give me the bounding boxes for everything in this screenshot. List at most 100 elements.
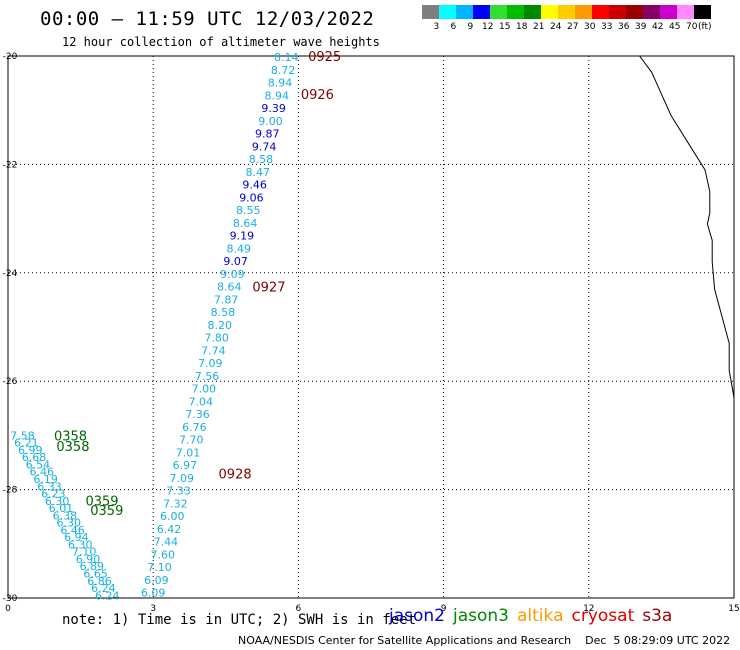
legend-jason3: jason3 [453,606,509,626]
wave-height-value: 6.46 [30,466,55,479]
wave-height-value: 6.30 [68,538,93,551]
wave-height-value: 9.39 [261,102,286,115]
wave-height-value: 8.14 [274,51,299,64]
satellite-legend: jason2 jason3 altika cryosat s3a [389,606,680,626]
pass-time-label: 0926 [301,88,334,103]
map-title: 00:00 – 11:59 UTC 12/03/2022 [40,8,375,30]
colorbar-label: 70 [686,22,698,32]
wave-height-value: 7.09 [198,357,223,370]
wave-height-value: 9.06 [239,191,264,204]
wave-height-value: 6.46 [60,524,85,537]
colorbar-label: 21 [533,22,545,32]
wave-height-value: 7.32 [163,497,188,510]
colorbar-swatch [524,5,541,19]
colorbar-swatch [490,5,507,19]
wave-height-value: 7.56 [195,370,220,383]
map-frame [7,55,735,599]
wave-height-value: 6.33 [37,480,62,493]
wave-height-value: 9.87 [255,128,280,141]
wave-height-value: 8.58 [211,306,236,319]
pass-time-label: 0359 [85,494,118,509]
y-tick-label: -30 [3,594,18,604]
y-tick-label: -20 [3,52,18,62]
colorbar-swatch [575,5,592,19]
wave-height-value: 7.33 [166,485,191,498]
colorbar-swatch [677,5,694,19]
y-tick-label: -22 [3,160,18,170]
x-tick-label: 3 [150,604,156,614]
wave-height-value: 6.76 [182,421,207,434]
wave-height-value: 7.01 [176,446,201,459]
x-tick-label: 15 [728,604,739,614]
colorbar-swatch [456,5,473,19]
wave-height-value: 8.49 [227,242,252,255]
colorbar-swatch [643,5,660,19]
colorbar-swatch [592,5,609,19]
map-subtitle: 12 hour collection of altimeter wave hei… [62,35,380,49]
colorbar-label: 3 [433,22,440,32]
colorbar-swatch [439,5,456,19]
legend-cryosat: cryosat [571,606,635,626]
wave-height-value: 9.46 [242,179,267,192]
wave-height-value: 6.89 [80,560,105,573]
wave-height-value: 6.24 [91,582,116,595]
wave-height-value: 7.04 [188,395,213,408]
colorbar-label: 30 [584,22,596,32]
wave-height-value: 6.01 [49,502,74,515]
wave-height-value: 8.47 [246,166,271,179]
wave-height-value: 8.72 [271,64,296,77]
wave-height-value: 7.74 [201,344,226,357]
legend-s3a: s3a [642,606,673,626]
wave-height-value: 6.86 [87,575,112,588]
wave-height-value: 6.21 [14,437,39,450]
colorbar-label: (ft) [698,22,712,32]
wave-height-value: 6.30 [56,517,81,530]
wave-height-value: 9.19 [230,230,255,243]
wave-height-colorbar [422,5,711,19]
wave-height-value: 6.09 [141,587,166,600]
colorbar-swatch [507,5,524,19]
colorbar-label: 9 [467,22,474,32]
wave-height-value: 6.00 [160,510,185,523]
wave-height-value: 9.00 [258,115,283,128]
colorbar-label: 42 [652,22,664,32]
pass-time-label: 0359 [90,504,123,519]
wave-height-value: 8.20 [208,319,233,332]
wave-height-value: 6.42 [157,523,182,536]
wave-height-value: 6.99 [18,444,43,457]
wave-height-value: 9.07 [223,255,248,268]
colorbar-label: 12 [482,22,494,32]
wave-height-value: 6.65 [83,567,108,580]
legend-altika: altika [517,606,564,626]
pass-time-label: 0925 [308,50,341,65]
y-tick-label: -26 [3,377,18,387]
y-tick-label: -28 [3,486,18,496]
colorbar-label: 18 [516,22,528,32]
wave-height-value: 7.80 [204,332,229,345]
wave-height-value: 8.55 [236,204,261,217]
colorbar-label: 24 [550,22,562,32]
x-tick-label: 12 [583,604,594,614]
colorbar-label: 33 [601,22,613,32]
wave-height-value: 6.54 [26,458,51,471]
footer-note: note: 1) Time is in UTC; 2) SWH is in fe… [62,612,417,628]
colorbar-swatch [660,5,677,19]
colorbar-label: 27 [567,22,579,32]
colorbar-swatch [422,5,439,19]
wave-height-value: 7.09 [169,472,194,485]
wave-height-value: 6.23 [41,488,66,501]
wave-height-value: 8.64 [233,217,258,230]
wave-height-value: 7.58 [10,429,35,442]
wave-height-value: 7.10 [147,561,172,574]
pass-time-label: 0928 [219,467,252,482]
wave-height-value: 8.94 [265,89,290,102]
colorbar-label: 6 [450,22,457,32]
colorbar-swatch [609,5,626,19]
pass-time-label: 0927 [252,280,285,295]
legend-jason2: jason2 [389,606,445,626]
x-tick-label: 6 [296,604,302,614]
colorbar-swatch [626,5,643,19]
wave-height-value: 6.90 [76,553,101,566]
wave-height-value: 6.30 [45,495,70,508]
